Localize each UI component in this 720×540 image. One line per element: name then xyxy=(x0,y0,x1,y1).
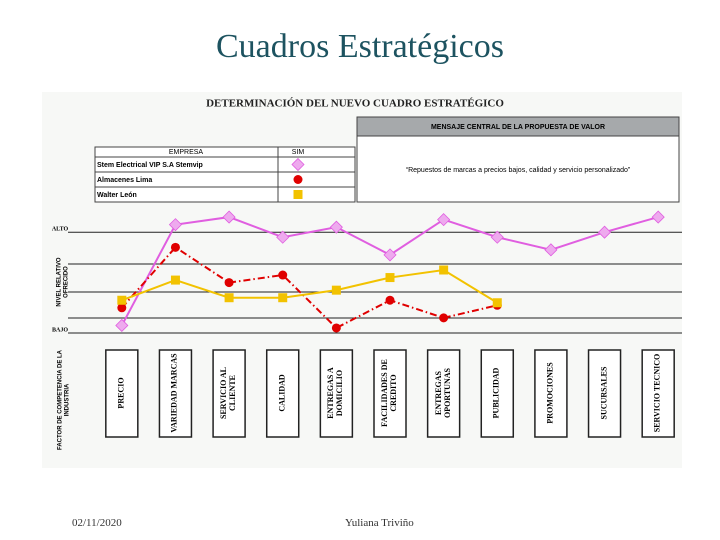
author: Yuliana Triviño xyxy=(345,517,414,529)
point xyxy=(170,275,180,285)
legend-marker xyxy=(293,175,303,184)
legend-marker xyxy=(293,190,303,199)
y-tick-label: BAJO xyxy=(52,327,68,333)
legend-header: EMPRESA xyxy=(169,149,204,156)
x-tick-label: PROMOCIONES xyxy=(545,362,555,424)
point xyxy=(117,303,127,313)
point xyxy=(331,323,341,333)
legend-table xyxy=(94,146,356,203)
point xyxy=(492,298,502,308)
point xyxy=(276,230,290,244)
message: “Repuestos de marcas a precios bajos, ca… xyxy=(406,167,631,174)
chart-title: DETERMINACIÓN DEL NUEVO CUADRO ESTRATÉGI… xyxy=(206,98,504,110)
point xyxy=(331,285,341,295)
x-tick-label: ENTREGAS A DOMICILIO xyxy=(326,367,345,419)
point xyxy=(439,313,449,323)
message-header: MENSAJE CENTRAL DE LA PROPUESTA DE VALOR xyxy=(431,124,605,131)
y-tick-label: ALTO xyxy=(52,227,69,233)
point xyxy=(597,225,612,239)
category-box xyxy=(426,349,461,438)
category-box xyxy=(373,349,407,438)
point xyxy=(278,293,288,303)
point xyxy=(651,210,665,224)
category-box xyxy=(158,349,193,438)
legend-header: SIM xyxy=(292,149,305,156)
series-line xyxy=(121,246,498,330)
x-tick-label: SUCURSALES xyxy=(599,366,609,420)
category-box xyxy=(480,349,515,438)
x-axis-label: FACTOR DE COMPETENCIA DE LA INDUSTRIA xyxy=(57,350,70,451)
message-header-band xyxy=(356,116,680,137)
category-box xyxy=(587,349,622,438)
point xyxy=(168,218,183,232)
x-tick-label: ENTREGAS OPORTUNAS xyxy=(433,368,452,418)
series-line xyxy=(121,268,498,304)
slide-title: Cuadros Estratégicos xyxy=(216,28,504,65)
point xyxy=(222,210,236,224)
x-tick-label: PUBLICIDAD xyxy=(491,367,501,419)
category-box xyxy=(212,349,246,438)
point xyxy=(170,242,180,252)
point xyxy=(278,270,288,280)
legend-label: Walter León xyxy=(97,192,137,199)
point xyxy=(117,295,127,305)
point xyxy=(490,230,504,244)
x-tick-label: VARIEDAD MARCAS xyxy=(170,353,180,433)
point xyxy=(544,243,558,257)
point xyxy=(439,265,449,275)
point xyxy=(385,273,395,283)
legend-label: Stem Electrical VIP S.A Stemvip xyxy=(97,162,203,169)
category-box xyxy=(641,349,675,438)
x-tick-label: PRECIO xyxy=(116,377,126,409)
point xyxy=(385,295,395,305)
category-box xyxy=(319,349,354,438)
date: 02/11/2020 xyxy=(72,517,122,529)
category-box xyxy=(105,349,139,438)
legend-marker xyxy=(291,157,305,172)
point xyxy=(224,278,234,288)
point xyxy=(224,293,234,303)
category-box xyxy=(265,349,300,438)
legend-label: Almacenes Lima xyxy=(97,177,152,184)
point xyxy=(115,318,129,333)
y-axis-label: NIVEL RELATIVO OFRECIDO xyxy=(56,257,69,307)
point xyxy=(383,248,397,262)
series-line xyxy=(120,216,659,326)
x-tick-label: CALIDAD xyxy=(277,374,287,412)
x-tick-label: FACILIDADES DE CREDITO xyxy=(380,359,398,427)
point xyxy=(329,220,343,234)
x-tick-label: SERVICIO TECNICO xyxy=(652,353,662,433)
point xyxy=(437,213,451,227)
x-tick-label: SERVICIO AL CLIENTE xyxy=(219,367,238,419)
category-box xyxy=(534,349,568,438)
